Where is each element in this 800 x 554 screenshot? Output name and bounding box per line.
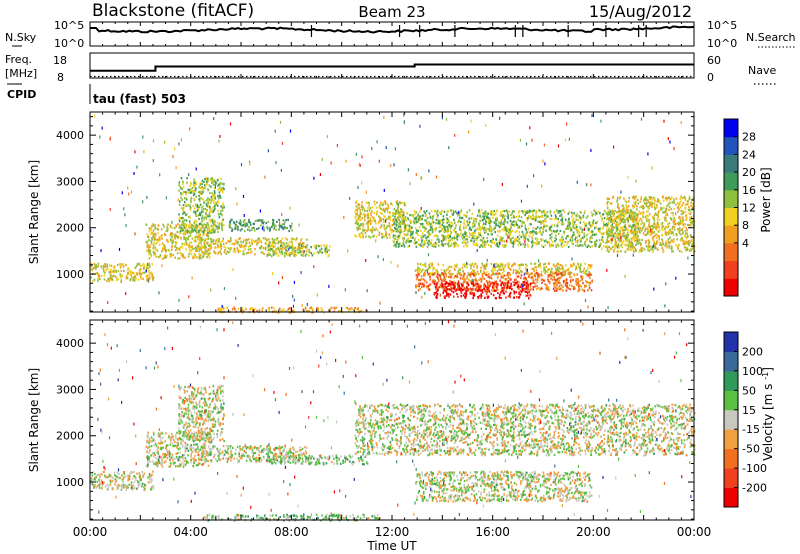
noise-right-tick-bottom: 10^0 <box>707 37 737 50</box>
noise-sky-line <box>90 25 695 34</box>
nave-label: Nave <box>748 64 776 77</box>
power-echo-region <box>178 177 225 235</box>
velocity-unit-close: ] <box>761 367 775 372</box>
velocity-scatter-echoes <box>97 320 695 517</box>
time-tick-label: 00:00 <box>73 525 108 539</box>
power-echo-region <box>266 244 331 258</box>
power-echo-region <box>354 200 407 239</box>
power-colorbar-tick: 24 <box>742 148 756 161</box>
power-ytick-label: 2000 <box>56 222 84 235</box>
velocity-unit-exponent: -1 <box>761 372 770 380</box>
velocity-colorbar-label: Velocity [m s -1] <box>761 367 776 461</box>
frequency-line <box>90 63 694 72</box>
power-panel: 4000 3000 2000 1000 Slant Range [km] 28 24 20… <box>27 111 773 314</box>
time-tick-label: 16:00 <box>475 525 510 539</box>
freq-label: Freq. <box>5 53 32 66</box>
nave-right-tick-bottom: 0 <box>707 71 714 84</box>
velocity-echo-region <box>90 470 155 492</box>
power-ytick-label: 1000 <box>56 268 84 281</box>
noise-right-label: N.Search <box>746 31 796 44</box>
time-tick-label: 12:00 <box>375 525 410 539</box>
velocity-ytick-label: 1000 <box>56 476 84 489</box>
power-echo-region <box>228 218 293 233</box>
noise-search-spikes <box>310 25 647 37</box>
velocity-colorbar-tick: -100 <box>742 462 767 475</box>
beam-title: Beam 23 <box>358 3 425 21</box>
noise-panel: N.Sky 10^5 10^0 10^5 10^0 N.Search <box>5 19 796 50</box>
power-colorbar-tick: 4 <box>742 237 749 250</box>
velocity-colorbar-tick: -200 <box>742 482 767 495</box>
date-title: 15/Aug/2012 <box>589 2 692 21</box>
velocity-ylabel: Slant Range [km] <box>27 368 41 472</box>
power-echo-region <box>433 281 532 300</box>
noise-left-tick-bottom: 10^0 <box>54 37 84 50</box>
velocity-ytick-label: 3000 <box>56 383 84 396</box>
velocity-colorbar-label-text: Velocity [m s <box>761 384 775 461</box>
power-ytick-label: 4000 <box>56 129 84 142</box>
power-colorbar-tick: 28 <box>742 131 756 144</box>
velocity-data <box>90 320 696 522</box>
velocity-echo-region <box>415 470 593 503</box>
power-echo-region <box>606 195 696 253</box>
power-colorbar-tick: 12 <box>742 202 756 215</box>
velocity-colorbar: 200 100 50 15 -15 -50 -100 -200 <box>723 331 767 508</box>
velocity-ytick-label: 2000 <box>56 430 84 443</box>
velocity-echo-region <box>145 431 213 468</box>
station-title: Blackstone (fitACF) <box>92 1 254 21</box>
power-echo-region <box>217 306 367 314</box>
time-tick-label: 20:00 <box>576 525 611 539</box>
power-ylabel: Slant Range [km] <box>27 160 41 264</box>
nave-right-tick-top: 60 <box>707 54 721 67</box>
power-ytick-label: 3000 <box>56 175 84 188</box>
time-tick-label: 04:00 <box>173 525 208 539</box>
velocity-colorbar-tick: 200 <box>742 345 763 358</box>
time-tick-label: 08:00 <box>274 525 309 539</box>
velocity-ytick-label: 4000 <box>56 337 84 350</box>
power-colorbar-tick: 16 <box>742 184 756 197</box>
velocity-colorbar-tick: 15 <box>742 404 756 417</box>
velocity-colorbar-tick: 100 <box>742 365 763 378</box>
power-scatter-echoes <box>90 113 689 310</box>
freq-unit-label: [MHz] <box>5 67 37 80</box>
power-colorbar-label: Power [dB] <box>759 167 773 232</box>
power-echo-region <box>90 262 155 283</box>
velocity-colorbar-tick: -15 <box>742 423 760 436</box>
velocity-echo-region <box>203 513 381 522</box>
power-colorbar-tick: 20 <box>742 166 756 179</box>
power-echo-region <box>392 209 641 249</box>
velocity-echo-region <box>266 454 369 466</box>
velocity-colorbar-tick: -50 <box>742 443 760 456</box>
power-echo-region <box>414 262 593 277</box>
power-colorbar-tick: 8 <box>742 219 749 232</box>
velocity-echo-region <box>178 384 225 443</box>
cpid-label: CPID <box>7 88 36 101</box>
noise-left-label: N.Sky <box>5 31 37 44</box>
noise-left-tick-top: 10^5 <box>54 19 84 32</box>
velocity-panel: 4000 3000 2000 1000 Slant Range [km] 200 100… <box>27 319 776 553</box>
power-colorbar: 28 24 20 16 12 8 4 <box>723 118 756 297</box>
cpid-text: tau (fast) 503 <box>93 92 186 106</box>
noise-right-tick-top: 10^5 <box>707 19 737 32</box>
frequency-panel: Freq. [MHz] 18 8 60 0 Nave <box>5 52 776 85</box>
velocity-colorbar-tick: 50 <box>742 384 756 397</box>
time-tick-label: 00:00 <box>677 525 712 539</box>
velocity-echo-region <box>197 445 308 464</box>
freq-left-tick-top: 18 <box>53 54 67 67</box>
time-xlabel: Time UT <box>366 539 417 553</box>
freq-left-tick-bottom: 8 <box>57 71 64 84</box>
velocity-echo-region <box>354 403 696 457</box>
power-data <box>90 113 696 314</box>
